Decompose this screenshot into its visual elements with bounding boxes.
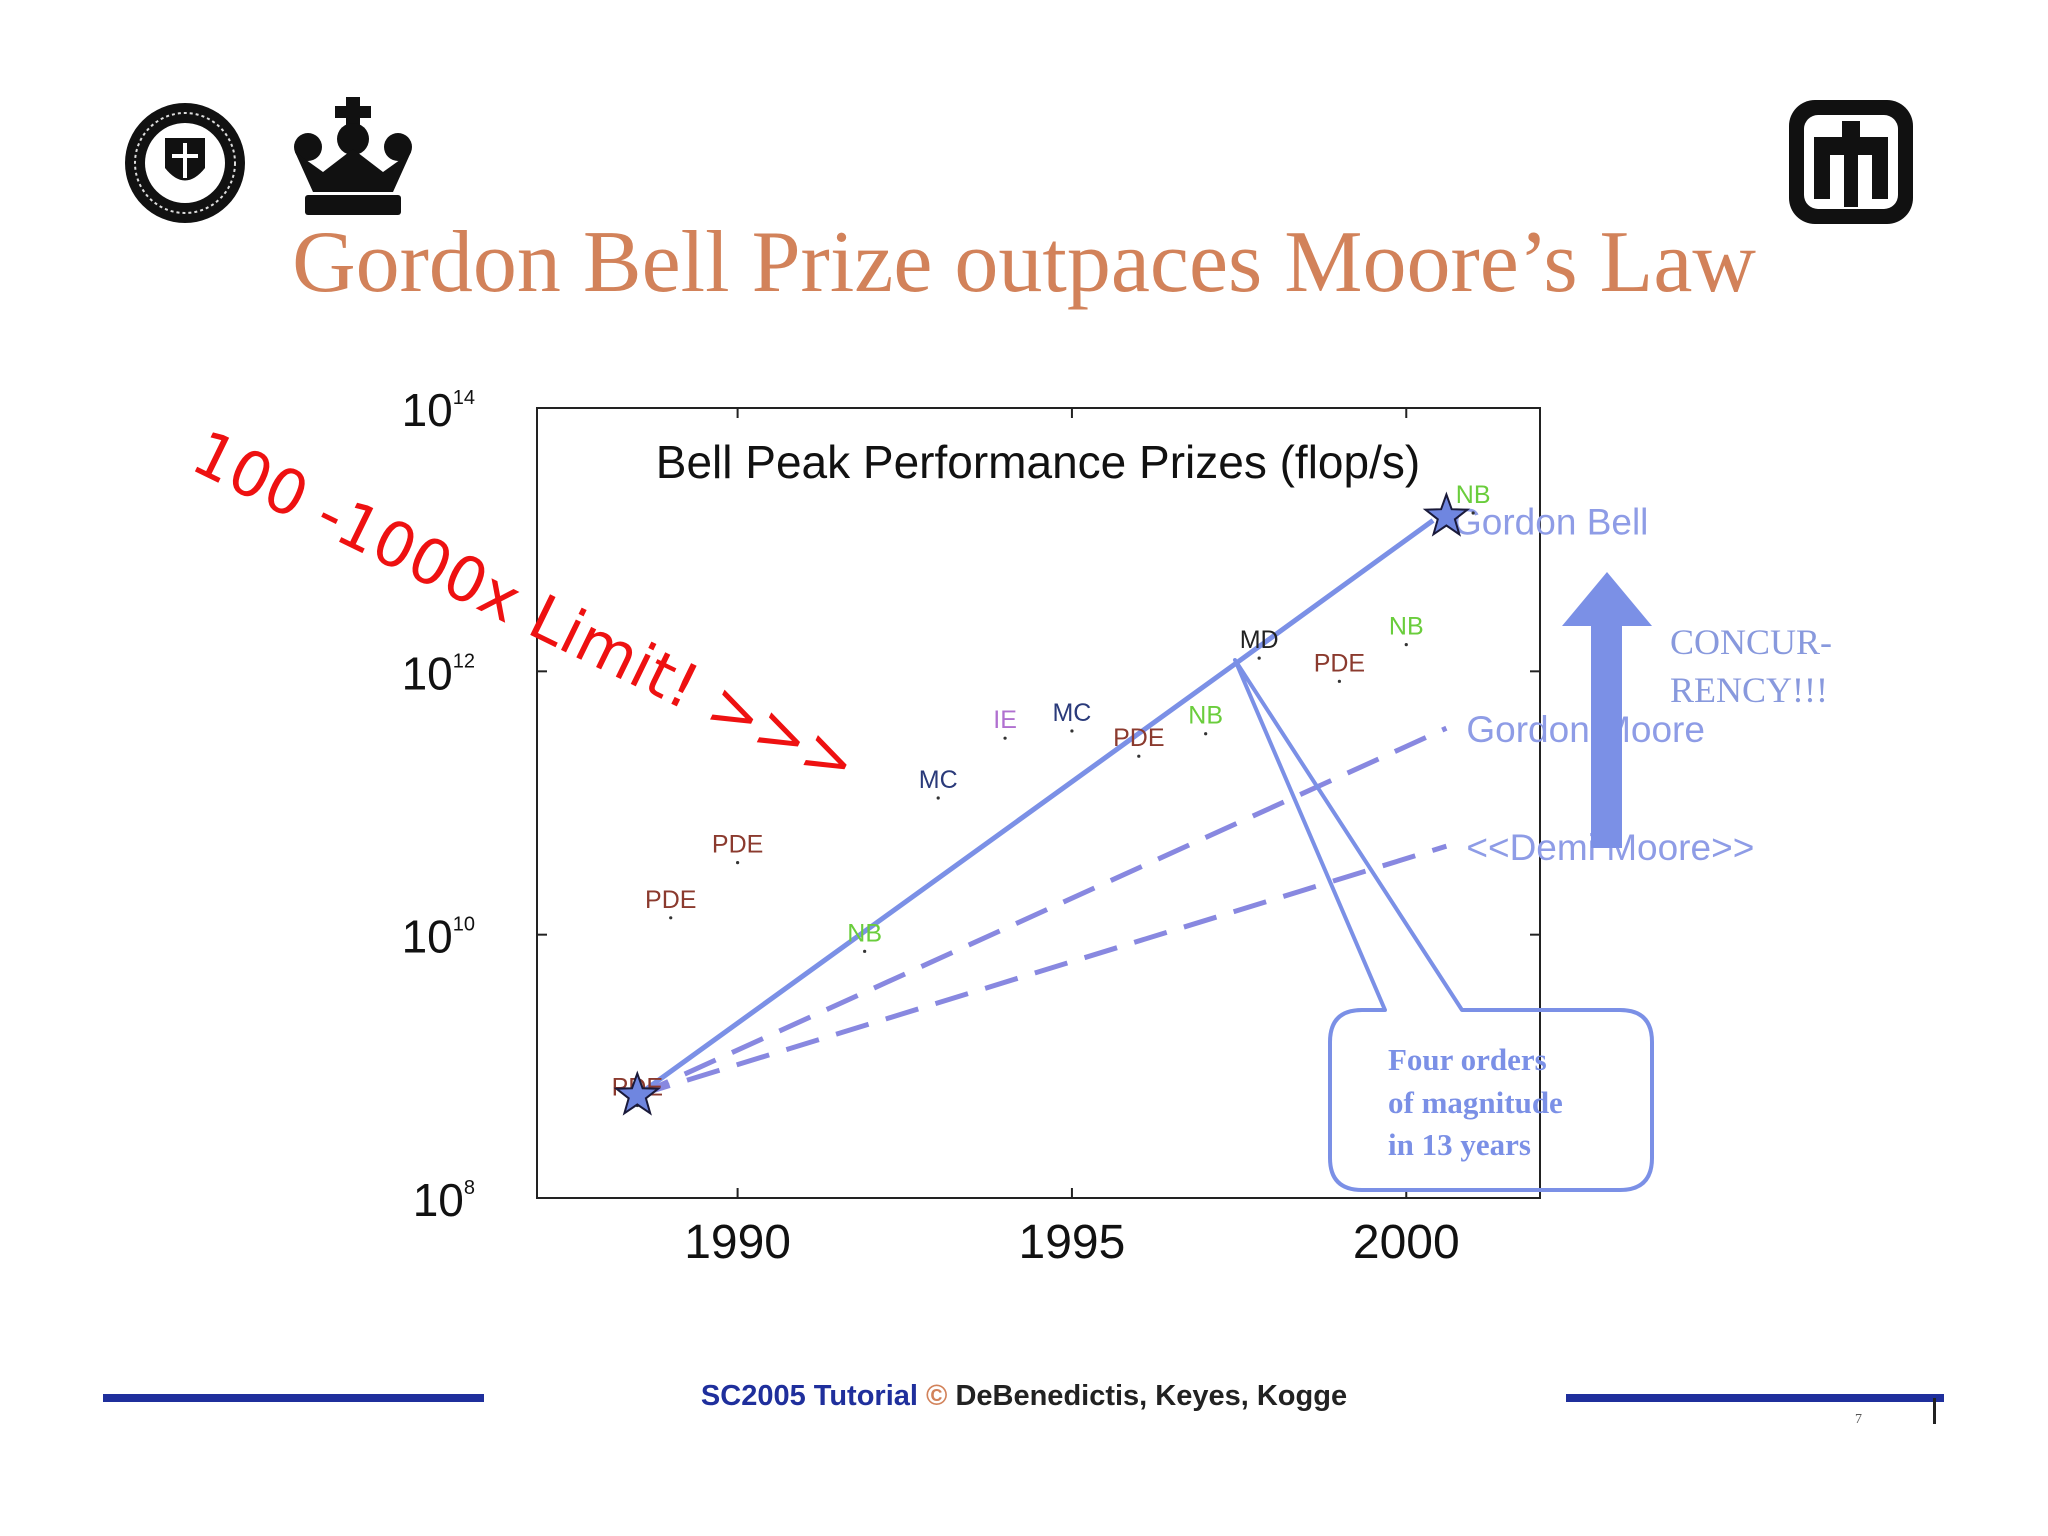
- data-point: [669, 916, 673, 920]
- series-line: [636, 725, 1448, 1098]
- callout-line-3: in 13 years: [1388, 1127, 1531, 1162]
- star-marker-icon: [613, 1070, 662, 1116]
- x-tick-label: 2000: [1353, 1216, 1460, 1269]
- data-point: [1137, 754, 1141, 758]
- data-point-label: PDE: [1314, 649, 1365, 677]
- x-tick-label: 1995: [1019, 1216, 1126, 1269]
- data-point-label: MC: [919, 766, 958, 794]
- x-tick-label: 1990: [684, 1216, 791, 1269]
- data-point: [1257, 656, 1261, 660]
- data-point-label: NB: [847, 919, 882, 947]
- data-point: [736, 861, 740, 865]
- data-point-label: NB: [1456, 481, 1491, 509]
- footer-event: SC2005 Tutorial: [700, 1380, 918, 1412]
- callout-outline: [1233, 658, 1654, 1192]
- chart-title: Bell Peak Performance Prizes (flop/s): [656, 436, 1420, 488]
- columbia-crown-icon: [294, 97, 412, 215]
- data-point-label: NB: [1389, 613, 1424, 641]
- slide-title: Gordon Bell Prize outpaces Moore’s Law: [292, 214, 1756, 311]
- y-tick-label: 108: [413, 1174, 475, 1226]
- data-point: [1471, 511, 1475, 515]
- y-tick-exponent: 8: [464, 1177, 475, 1199]
- data-point: [1070, 729, 1074, 733]
- data-point-label: PDE: [645, 886, 696, 914]
- footer-rule-right: [1566, 1394, 1944, 1402]
- callout-line-1: Four orders: [1388, 1042, 1547, 1077]
- data-point-label: IE: [993, 706, 1017, 734]
- concurrency-label-line-1: CONCUR-: [1670, 622, 1832, 662]
- data-point-label: MD: [1240, 626, 1279, 654]
- callout-line-2: of magnitude: [1388, 1085, 1563, 1120]
- data-point: [1337, 679, 1341, 683]
- data-point-label: PDE: [1113, 724, 1164, 752]
- star-marker-icon: [1422, 491, 1471, 537]
- series-line: [635, 518, 1435, 1098]
- footer-copyright: ©: [926, 1380, 948, 1412]
- data-point: [1204, 732, 1208, 736]
- y-tick-exponent: 10: [453, 914, 475, 936]
- data-point: [936, 796, 940, 800]
- y-tick-label: 1014: [402, 384, 475, 436]
- data-point: [1404, 643, 1408, 647]
- data-point-label: MC: [1052, 699, 1091, 727]
- series-line: [636, 843, 1448, 1098]
- data-point: [1003, 736, 1007, 740]
- notre-dame-seal-icon: [125, 103, 245, 223]
- concurrency-label-line-2: RENCY!!!: [1670, 670, 1828, 710]
- y-tick-exponent: 14: [453, 387, 475, 409]
- concurrency-arrow-icon: [1562, 572, 1652, 848]
- data-point: [863, 949, 867, 953]
- plot-frame: [536, 407, 1541, 1199]
- y-tick-label: 1012: [402, 647, 475, 699]
- page-tick: [1933, 1398, 1936, 1424]
- data-point-label: NB: [1188, 702, 1223, 730]
- y-tick-label: 1010: [402, 911, 475, 963]
- page-number: 7: [1855, 1412, 1862, 1427]
- footer-authors: DeBenedictis, Keyes, Kogge: [955, 1380, 1348, 1412]
- sandia-thunderbird-icon: [1789, 100, 1913, 224]
- series-label: Gordon Moore: [1466, 709, 1705, 750]
- data-point-label: PDE: [712, 831, 763, 859]
- footer-text: SC2005 Tutorial © DeBenedictis, Keyes, K…: [0, 1380, 2048, 1413]
- y-tick-exponent: 12: [453, 650, 475, 672]
- footer-rule-left: [103, 1394, 484, 1402]
- series-label: Gordon Bell: [1453, 501, 1648, 542]
